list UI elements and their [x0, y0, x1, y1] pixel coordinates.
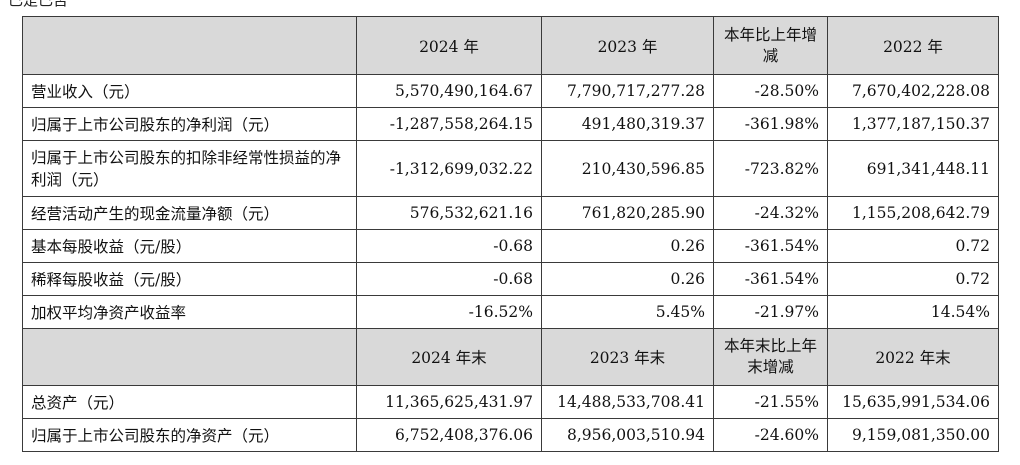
value-2022: 0.72 [827, 229, 999, 263]
value-change-end: -21.55% [713, 385, 828, 419]
row-label: 基本每股收益（元/股） [22, 229, 357, 263]
value-2024-end: 11,365,625,431.97 [356, 385, 542, 419]
table-row: 归属于上市公司股东的扣除非经常性损益的净利润（元） -1,312,699,032… [22, 140, 999, 197]
value-change: -723.82% [713, 140, 828, 197]
value-2023: 5.45% [541, 295, 714, 329]
table-header-row: 2024 年 2023 年 本年比上年增减 2022 年 [22, 16, 999, 75]
row-label: 归属于上市公司股东的扣除非经常性损益的净利润（元） [22, 140, 357, 197]
header-cell-2023: 2023 年 [541, 16, 714, 75]
row-label: 归属于上市公司股东的净利润（元） [22, 107, 357, 141]
value-2022-end: 15,635,991,534.06 [827, 385, 999, 419]
header-cell-2022: 2022 年 [827, 16, 999, 75]
value-change: -28.50% [713, 74, 828, 108]
header-cell-2024-end: 2024 年末 [356, 328, 542, 386]
value-change: -24.32% [713, 196, 828, 230]
value-2022: 0.72 [827, 262, 999, 296]
value-2024: -0.68 [356, 229, 542, 263]
value-change: -361.98% [713, 107, 828, 141]
value-change-end: -24.60% [713, 418, 828, 452]
value-2022: 691,341,448.11 [827, 140, 999, 197]
table-row: 归属于上市公司股东的净利润（元） -1,287,558,264.15 491,4… [22, 107, 999, 141]
header-cell-2023-end: 2023 年末 [541, 328, 714, 386]
row-label: 归属于上市公司股东的净资产（元） [22, 418, 357, 452]
value-2022: 7,670,402,228.08 [827, 74, 999, 108]
value-2023: 0.26 [541, 229, 714, 263]
row-label: 营业收入（元） [22, 74, 357, 108]
value-2022: 14.54% [827, 295, 999, 329]
value-change: -361.54% [713, 229, 828, 263]
value-2024: -0.68 [356, 262, 542, 296]
row-label: 稀释每股收益（元/股） [22, 262, 357, 296]
header-cell-2022-end: 2022 年末 [827, 328, 999, 386]
header-cell-empty [22, 328, 357, 386]
header-cell-2024: 2024 年 [356, 16, 542, 75]
header-cell-change-end: 本年末比上年末增减 [713, 328, 828, 386]
table-row: 归属于上市公司股东的净资产（元） 6,752,408,376.06 8,956,… [22, 418, 999, 452]
row-label: 加权平均净资产收益率 [22, 295, 357, 329]
table-row: 总资产（元） 11,365,625,431.97 14,488,533,708.… [22, 385, 999, 419]
table-row: 经营活动产生的现金流量净额（元） 576,532,621.16 761,820,… [22, 196, 999, 230]
value-change: -361.54% [713, 262, 828, 296]
financial-data-table: 2024 年 2023 年 本年比上年增减 2022 年 营业收入（元） 5,5… [22, 16, 999, 452]
value-2024: -1,312,699,032.22 [356, 140, 542, 197]
table-row: 基本每股收益（元/股） -0.68 0.26 -361.54% 0.72 [22, 229, 999, 263]
value-2023: 761,820,285.90 [541, 196, 714, 230]
table-row: 稀释每股收益（元/股） -0.68 0.26 -361.54% 0.72 [22, 262, 999, 296]
value-2023-end: 8,956,003,510.94 [541, 418, 714, 452]
value-2022-end: 9,159,081,350.00 [827, 418, 999, 452]
value-2023-end: 14,488,533,708.41 [541, 385, 714, 419]
row-label: 总资产（元） [22, 385, 357, 419]
table-row: 营业收入（元） 5,570,490,164.67 7,790,717,277.2… [22, 74, 999, 108]
header-cell-empty [22, 16, 357, 75]
value-2023: 491,480,319.37 [541, 107, 714, 141]
value-2022: 1,155,208,642.79 [827, 196, 999, 230]
value-2023: 210,430,596.85 [541, 140, 714, 197]
header-cell-change: 本年比上年增减 [713, 16, 828, 75]
value-2024: 576,532,621.16 [356, 196, 542, 230]
value-2024: -16.52% [356, 295, 542, 329]
value-2024: -1,287,558,264.15 [356, 107, 542, 141]
table-row: 加权平均净资产收益率 -16.52% 5.45% -21.97% 14.54% [22, 295, 999, 329]
value-change: -21.97% [713, 295, 828, 329]
value-2023: 0.26 [541, 262, 714, 296]
value-2024-end: 6,752,408,376.06 [356, 418, 542, 452]
value-2023: 7,790,717,277.28 [541, 74, 714, 108]
value-2024: 5,570,490,164.67 [356, 74, 542, 108]
row-label: 经营活动产生的现金流量净额（元） [22, 196, 357, 230]
table-header-row: 2024 年末 2023 年末 本年末比上年末增减 2022 年末 [22, 328, 999, 386]
page-text-fragment: 已是已否 [8, 0, 69, 9]
value-2022: 1,377,187,150.37 [827, 107, 999, 141]
